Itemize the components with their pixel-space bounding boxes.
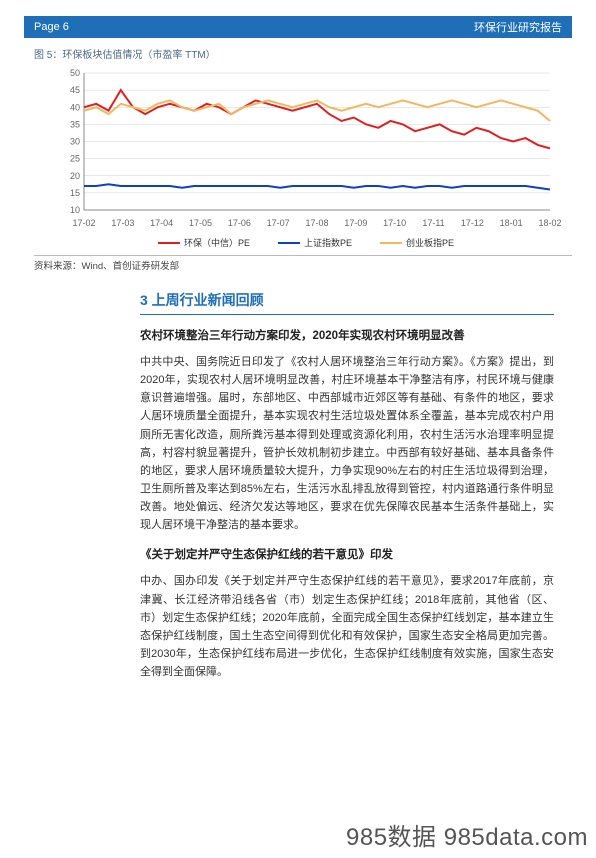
svg-text:17-07: 17-07: [267, 218, 290, 228]
svg-text:17-05: 17-05: [189, 218, 212, 228]
svg-text:17-10: 17-10: [383, 218, 406, 228]
legend-label: 环保（中信）PE: [184, 236, 250, 249]
svg-text:17-12: 17-12: [461, 218, 484, 228]
svg-text:45: 45: [70, 85, 80, 95]
svg-text:18-02: 18-02: [538, 218, 561, 228]
legend-swatch: [380, 242, 402, 244]
svg-text:10: 10: [70, 205, 80, 215]
line-chart-svg: 10 15 20 25 30 35 40 45 50 17-02 17-03 17-04 17-05 17…: [50, 67, 562, 232]
svg-text:17-02: 17-02: [72, 218, 95, 228]
svg-text:50: 50: [70, 68, 80, 78]
paragraph-2: 中办、国办印发《关于划定并严守生态保护红线的若干意见》，要求2017年底前，京津…: [140, 572, 554, 681]
legend-label: 创业板指PE: [406, 236, 454, 249]
svg-text:35: 35: [70, 119, 80, 129]
svg-text:30: 30: [70, 137, 80, 147]
svg-text:17-06: 17-06: [228, 218, 251, 228]
svg-text:17-03: 17-03: [111, 218, 134, 228]
svg-text:17-11: 17-11: [422, 218, 444, 228]
article-body: 3 上周行业新闻回顾 农村环境整治三年行动方案印发，2020年实现农村环境明显改…: [140, 290, 554, 681]
svg-text:17-04: 17-04: [150, 218, 173, 228]
legend-item: 上证指数PE: [278, 236, 352, 249]
chart-legend: 环保（中信）PE 上证指数PE 创业板指PE: [50, 236, 562, 249]
svg-text:18-01: 18-01: [500, 218, 523, 228]
subheading-1: 农村环境整治三年行动方案印发，2020年实现农村环境明显改善: [140, 327, 554, 343]
report-title: 环保行业研究报告: [474, 19, 562, 35]
legend-swatch: [278, 242, 300, 244]
legend-item: 创业板指PE: [380, 236, 454, 249]
figure-divider: [34, 255, 572, 256]
section-heading: 3 上周行业新闻回顾: [140, 290, 554, 315]
legend-swatch: [158, 242, 180, 244]
page-header-bar: Page 6 环保行业研究报告: [24, 16, 572, 38]
figure-caption: 图 5：环保板块估值情况（市盈率 TTM）: [34, 46, 572, 61]
svg-text:20: 20: [70, 171, 80, 181]
svg-text:15: 15: [70, 188, 80, 198]
paragraph-1: 中共中央、国务院近日印发了《农村人居环境整治三年行动方案》。《方案》提出，到20…: [140, 353, 554, 534]
watermark: 985数据 985data.com: [346, 817, 588, 852]
svg-text:17-08: 17-08: [305, 218, 328, 228]
svg-text:17-09: 17-09: [344, 218, 367, 228]
valuation-chart: 10 15 20 25 30 35 40 45 50 17-02 17-03 17-04 17-05 17…: [50, 67, 562, 249]
svg-text:40: 40: [70, 102, 80, 112]
legend-item: 环保（中信）PE: [158, 236, 250, 249]
legend-label: 上证指数PE: [304, 236, 352, 249]
page-number-label: Page 6: [34, 21, 69, 33]
subheading-2: 《关于划定并严守生态保护红线的若干意见》印发: [140, 546, 554, 562]
svg-text:25: 25: [70, 154, 80, 164]
figure-source: 资料来源：Wind、首创证券研发部: [34, 258, 572, 272]
